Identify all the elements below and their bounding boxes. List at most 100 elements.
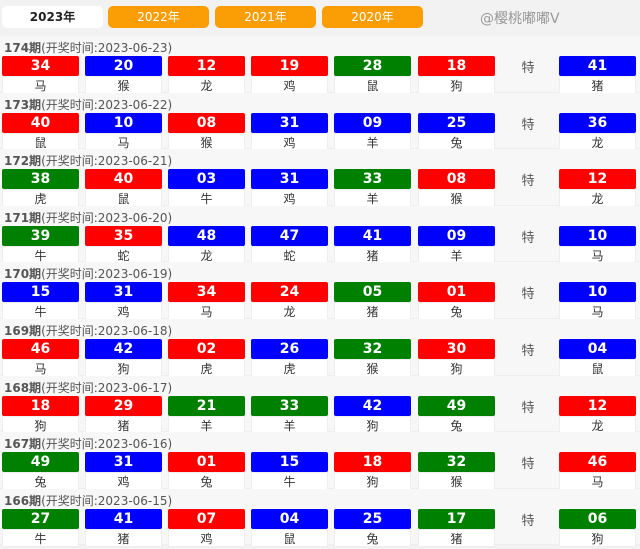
zodiac: 虎 [168, 358, 245, 377]
zodiac: 猪 [334, 245, 411, 264]
zodiac: 马 [85, 132, 162, 151]
ball-cell: 32 猴 [334, 338, 411, 377]
zodiac: 猪 [334, 302, 411, 321]
zodiac: 鼠 [334, 76, 411, 94]
ball-cell: 18 狗 [334, 452, 411, 491]
special-ball-cell: 36 龙 [559, 112, 636, 151]
zodiac: 蛇 [251, 245, 328, 264]
draw-row: 172期(开奖时间:2023-06-21) 38 虎 40 鼠 03 牛 31 鸡 33 羊 08 猴特… [0, 149, 640, 208]
ball-cell: 28 鼠 [334, 56, 411, 94]
zodiac: 牛 [2, 245, 79, 264]
zodiac: 鸡 [251, 76, 328, 94]
zodiac: 猴 [418, 472, 495, 491]
tab-year-2022[interactable]: 2022年 [108, 6, 209, 28]
draw-row: 171期(开奖时间:2023-06-20) 39 牛 35 蛇 48 龙 47 蛇 41 猪 09 羊特… [0, 205, 640, 264]
draw-header: 174期(开奖时间:2023-06-23) [4, 39, 172, 56]
tab-year-2021[interactable]: 2021年 [215, 6, 316, 28]
draw-row: 166期(开奖时间:2023-06-15) 27 牛 41 猪 07 鸡 04 鼠 25 兔 17 猪特… [0, 488, 640, 547]
draw-time: (开奖时间:2023-06-23) [41, 41, 173, 55]
draw-time: (开奖时间:2023-06-16) [41, 437, 173, 452]
ball-cell: 09 羊 [334, 112, 411, 151]
zodiac: 龙 [251, 302, 328, 321]
zodiac: 牛 [168, 189, 245, 208]
zodiac: 猪 [559, 76, 636, 94]
special-label: 特 [521, 400, 535, 416]
zodiac: 虎 [251, 358, 328, 377]
ball-number: 08 [418, 169, 495, 190]
ball-cell: 04 鼠 [251, 508, 328, 547]
draw-header: 169期(开奖时间:2023-06-18) [4, 322, 172, 339]
zodiac: 狗 [418, 358, 495, 377]
ball-number: 34 [168, 282, 245, 303]
ball-number: 32 [334, 338, 411, 359]
ball-cell: 15 牛 [2, 282, 79, 321]
ball-number: 01 [418, 282, 495, 303]
draw-header: 172期(开奖时间:2023-06-21) [4, 152, 172, 169]
ball-number: 19 [251, 56, 328, 76]
ball-number: 36 [559, 112, 636, 133]
zodiac: 兔 [334, 528, 411, 547]
period: 168期 [4, 380, 42, 395]
special-ball-cell: 10 马 [559, 225, 636, 264]
special-ball-cell: 10 马 [559, 282, 636, 321]
ball-cell: 48 龙 [168, 225, 245, 264]
ball-number: 20 [85, 56, 162, 76]
ball-number: 05 [334, 282, 411, 303]
special-label: 特 [521, 287, 535, 303]
tab-year-2023[interactable]: 2023年 [2, 6, 103, 28]
draw-row: 173期(开奖时间:2023-06-22) 40 鼠 10 马 08 猴 31 鸡 09 羊 25 兔特… [0, 92, 640, 151]
zodiac: 羊 [334, 189, 411, 208]
zodiac: 鸡 [168, 528, 245, 547]
special-ball-cell: 06 狗 [559, 508, 636, 547]
ball-number: 32 [418, 452, 495, 473]
ball-number: 47 [251, 225, 328, 246]
ball-cell: 20 猴 [85, 56, 162, 94]
zodiac: 猪 [85, 415, 162, 434]
ball-cell: 38 虎 [2, 169, 79, 208]
zodiac: 马 [559, 245, 636, 264]
ball-number: 08 [168, 112, 245, 133]
ball-cell: 34 马 [2, 56, 79, 94]
ball-cell: 03 牛 [168, 169, 245, 208]
zodiac: 牛 [2, 302, 79, 321]
ball-cell: 21 羊 [168, 395, 245, 434]
draw-row: 167期(开奖时间:2023-06-16) 49 兔 31 鸡 01 兔 15 牛 18 狗 32 猴特… [0, 432, 640, 491]
ball-number: 07 [168, 508, 245, 529]
ball-number: 15 [251, 452, 328, 473]
ball-cell: 32 猴 [418, 452, 495, 491]
ball-cell: 41 猪 [85, 508, 162, 547]
zodiac: 羊 [251, 415, 328, 434]
special-label: 特 [521, 230, 535, 246]
special-label: 特 [521, 343, 535, 359]
ball-number: 06 [559, 508, 636, 529]
ball-number: 28 [334, 56, 411, 76]
zodiac: 猴 [168, 132, 245, 151]
zodiac: 龙 [559, 132, 636, 151]
special-ball-cell: 41 猪 [559, 56, 636, 94]
draw-time: (开奖时间:2023-06-19) [41, 267, 173, 282]
zodiac: 狗 [85, 358, 162, 377]
zodiac: 牛 [251, 472, 328, 491]
ball-cell: 10 马 [85, 112, 162, 151]
ball-cell: 31 鸡 [251, 112, 328, 151]
draw-time: (开奖时间:2023-06-22) [41, 97, 173, 112]
ball-number: 04 [559, 338, 636, 359]
draw-row: 174期(开奖时间:2023-06-23) 34 马 20 猴 12 龙 19 鸡 28 鼠 18 狗特… [0, 36, 640, 94]
ball-number: 25 [334, 508, 411, 529]
ball-cell: 18 狗 [418, 56, 495, 94]
zodiac: 龙 [559, 415, 636, 434]
special-label: 特 [521, 174, 535, 190]
ball-number: 17 [418, 508, 495, 529]
special-ball-cell: 12 龙 [559, 169, 636, 208]
ball-number: 49 [2, 452, 79, 473]
ball-number: 03 [168, 169, 245, 190]
ball-cell: 09 羊 [418, 225, 495, 264]
zodiac: 马 [2, 358, 79, 377]
ball-number: 46 [2, 338, 79, 359]
zodiac: 虎 [2, 189, 79, 208]
tab-year-2020[interactable]: 2020年 [322, 6, 423, 28]
ball-number: 35 [85, 225, 162, 246]
ball-number: 41 [559, 56, 636, 76]
zodiac: 龙 [168, 76, 245, 94]
period: 170期 [4, 267, 42, 282]
